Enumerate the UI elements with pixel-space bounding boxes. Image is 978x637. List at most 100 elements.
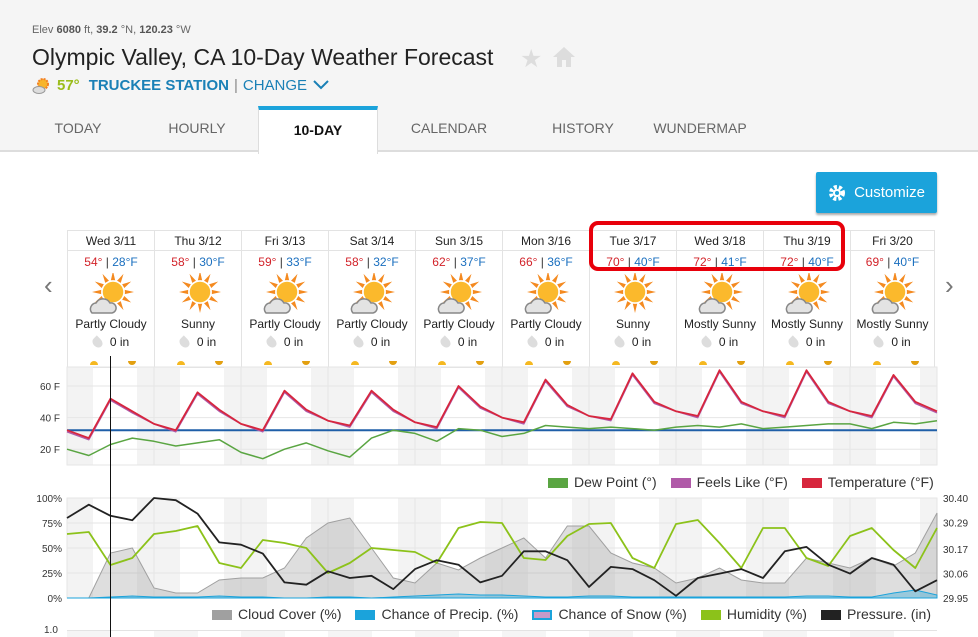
precip: 0 in	[764, 334, 850, 350]
low-temp: 41°F	[721, 255, 747, 269]
day-name: Thu 3/12	[155, 231, 241, 251]
day-card[interactable]: Mon 3/16 66° | 36°F Partly Cloudy 0 in	[503, 231, 590, 367]
gear-icon	[829, 184, 846, 201]
low-temp: 37°F	[460, 255, 486, 269]
condition: Partly Cloudy	[336, 317, 408, 331]
night-band	[485, 367, 502, 465]
raindrop-icon	[264, 334, 279, 350]
legend-precip[interactable]: Chance of Precip. (%)	[355, 606, 518, 622]
night-band	[241, 367, 267, 465]
next-chart-ytick: 1.0	[44, 625, 58, 636]
tab-wundermap[interactable]: WUNDERMAP	[653, 120, 747, 136]
legend-cloud-cover[interactable]: Cloud Cover (%)	[212, 606, 341, 622]
raindrop-icon	[438, 334, 453, 350]
forecast-days: Wed 3/11 54° | 28°F Partly Cloudy 0 in T…	[67, 230, 935, 368]
sunrise-icon	[873, 361, 881, 365]
low-temp: 40°F	[893, 255, 920, 269]
sunrise-icon	[351, 361, 359, 365]
tab-today[interactable]: TODAY	[54, 120, 102, 136]
partly-cloudy-icon	[434, 271, 484, 317]
high-temp: 70°	[606, 255, 625, 269]
conditions-legend: Cloud Cover (%) Chance of Precip. (%) Ch…	[212, 606, 931, 622]
highlight-box	[589, 221, 845, 271]
condition: Sunny	[180, 317, 216, 331]
night-band	[659, 367, 676, 465]
y-tick-label: 25%	[42, 569, 62, 580]
day-card[interactable]: Sat 3/14 58° | 32°F Partly Cloudy 0 in	[329, 231, 416, 367]
night-band	[572, 367, 589, 465]
change-station-link[interactable]: CHANGE	[242, 76, 308, 94]
prev-days-arrow[interactable]: ‹	[44, 270, 53, 300]
night-band	[833, 367, 850, 465]
raindrop-icon	[177, 334, 192, 350]
next-chart-top	[67, 630, 937, 637]
precip: 0 in	[68, 334, 154, 350]
night-band	[224, 367, 241, 465]
customize-button[interactable]: Customize	[816, 172, 937, 213]
tab-calendar[interactable]: CALENDAR	[410, 120, 488, 136]
hi-lo-temp: 59° | 33°F	[258, 255, 312, 269]
legend-temperature[interactable]: Temperature (°F)	[801, 474, 934, 490]
sunset-icon	[389, 361, 397, 365]
hi-lo-temp: 70° | 40°F	[606, 255, 660, 269]
day-card[interactable]: Wed 3/18 72° | 41°F Mostly Sunny 0 in	[677, 231, 764, 367]
precip: 0 in	[677, 334, 763, 350]
legend-dew-point[interactable]: Dew Point (°)	[548, 474, 657, 490]
day-card[interactable]: Fri 3/20 69° | 40°F Mostly Sunny 0 in	[851, 231, 934, 367]
y2-tick-label: 30.17	[943, 545, 968, 556]
high-temp: 69°	[865, 255, 884, 269]
hi-lo-temp: 54° | 28°F	[84, 255, 138, 269]
partly-cloudy-icon	[32, 78, 49, 94]
tab-10-day[interactable]: 10-DAY	[258, 106, 378, 154]
day-name: Sun 3/15	[416, 231, 502, 251]
next-days-arrow[interactable]: ›	[945, 270, 954, 300]
y2-tick-label: 30.06	[943, 570, 968, 581]
hi-lo-temp: 66° | 36°F	[519, 255, 573, 269]
y-tick-label: 100%	[36, 494, 62, 505]
day-card[interactable]: Fri 3/13 59° | 33°F Partly Cloudy 0 in	[242, 231, 329, 367]
precip-area	[67, 589, 938, 599]
sunset-icon	[215, 361, 223, 365]
night-band	[67, 367, 93, 465]
y-tick-label: 75%	[42, 519, 62, 530]
tab-history[interactable]: HISTORY	[552, 120, 614, 136]
day-name: Fri 3/13	[242, 231, 328, 251]
day-name: Tue 3/17	[590, 231, 676, 251]
legend-snow[interactable]: Chance of Snow (%)	[532, 606, 687, 622]
hi-lo-temp: 72° | 40°F	[780, 255, 834, 269]
nav-tabs: TODAY HOURLY 10-DAY CALENDAR HISTORY WUN…	[0, 106, 754, 154]
station-name[interactable]: TRUCKEE STATION	[88, 76, 229, 94]
day-card[interactable]: Thu 3/19 72° | 40°F Mostly Sunny 0 in	[764, 231, 851, 367]
elevation-info: Elev 6080 ft, 39.2 °N, 120.23 °W	[32, 24, 191, 36]
low-temp: 40°F	[808, 255, 834, 269]
favorite-star-icon[interactable]: ★	[520, 45, 543, 73]
high-temp: 72°	[693, 255, 712, 269]
day-card[interactable]: Wed 3/11 54° | 28°F Partly Cloudy 0 in	[68, 231, 155, 367]
tab-hourly[interactable]: HOURLY	[168, 120, 226, 136]
home-icon[interactable]	[552, 46, 576, 68]
pressure-line	[66, 497, 938, 597]
location-header: Elev 6080 ft, 39.2 °N, 120.23 °W Olympic…	[0, 0, 978, 154]
page-title: Olympic Valley, CA 10-Day Weather Foreca…	[32, 44, 494, 70]
sunset-icon	[128, 361, 136, 365]
chevron-down-icon[interactable]	[312, 79, 330, 91]
condition: Partly Cloudy	[249, 317, 321, 331]
day-card[interactable]: Sun 3/15 62° | 37°F Partly Cloudy 0 in	[416, 231, 503, 367]
partly-cloudy-icon	[260, 271, 310, 317]
raindrop-icon	[525, 334, 540, 350]
precip-amount: 0 in	[544, 335, 565, 349]
day-card[interactable]: Tue 3/17 70° | 40°F Sunny 0 in	[590, 231, 677, 367]
y-tick-label: 40 F	[40, 414, 60, 425]
legend-feels-like[interactable]: Feels Like (°F)	[670, 474, 788, 490]
precip: 0 in	[590, 334, 676, 350]
sunset-icon	[476, 361, 484, 365]
partly-cloudy-icon	[695, 271, 745, 317]
sunrise-icon	[525, 361, 533, 365]
precip-amount: 0 in	[370, 335, 391, 349]
day-card[interactable]: Thu 3/12 58° | 30°F Sunny 0 in	[155, 231, 242, 367]
y2-tick-label: 30.40	[943, 494, 968, 505]
night-band	[415, 367, 441, 465]
sunrise-icon	[438, 361, 446, 365]
legend-pressure[interactable]: Pressure. (in)	[820, 606, 931, 622]
legend-humidity[interactable]: Humidity (%)	[700, 606, 807, 622]
